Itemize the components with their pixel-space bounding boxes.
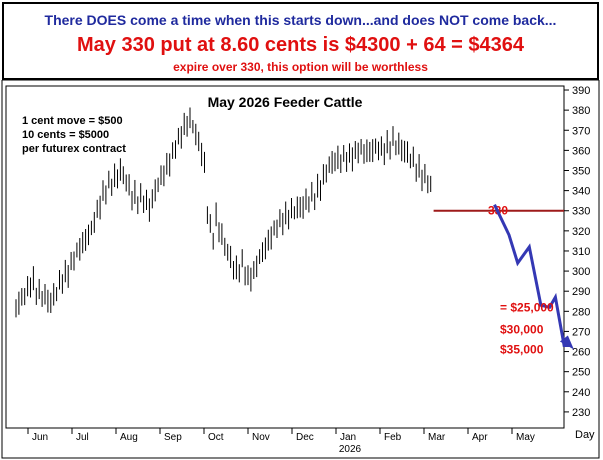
- x-axis: Jun Jul Aug Sep Oct Nov Dec Jan Feb Mar Apr May: [27, 428, 535, 443]
- header-banner: There DOES come a time when this starts …: [2, 2, 599, 80]
- plot-area: [5, 85, 565, 429]
- y-axis: 230 240 250 260 270 280 290 300 310 320 330 340 350 3…: [564, 85, 590, 419]
- year-label: 2026: [339, 444, 362, 455]
- x-tick-label: Nov: [252, 432, 270, 443]
- y-tick-label: 240: [572, 387, 590, 399]
- y-tick-label: 290: [572, 286, 590, 298]
- y-tick-label: 390: [572, 85, 590, 97]
- projection-arrowhead: [559, 335, 574, 350]
- y-tick-label: 350: [572, 165, 590, 177]
- y-tick-label: 300: [572, 266, 590, 278]
- x-tick-label: Jul: [76, 432, 89, 443]
- x-tick-label: Jun: [32, 432, 48, 443]
- y-tick-label: 260: [572, 347, 590, 359]
- note-line-1: 1 cent move = $500: [22, 115, 123, 127]
- y-tick-label: 320: [572, 226, 590, 238]
- payoff-annotation: = $25,000: [500, 300, 554, 314]
- price-chart: May 2026 Feeder Cattle 1 cent move = $50…: [1, 80, 600, 459]
- x-tick-label: Apr: [472, 432, 488, 443]
- y-tick-label: 270: [572, 326, 590, 338]
- x-axis-label: Day: [575, 429, 595, 441]
- y-tick-label: 370: [572, 125, 590, 137]
- header-line-2: May 330 put at 8.60 cents is $4300 + 64 …: [77, 34, 524, 56]
- header-line-1: There DOES come a time when this starts …: [44, 12, 557, 28]
- x-tick-label: Feb: [384, 432, 402, 443]
- x-tick-label: Dec: [296, 432, 314, 443]
- y-tick-label: 310: [572, 246, 590, 258]
- y-tick-label: 330: [572, 206, 590, 218]
- x-tick-label: Jan: [340, 432, 356, 443]
- x-tick-label: Aug: [120, 432, 138, 443]
- y-tick-label: 280: [572, 306, 590, 318]
- overlay: 330= $25,000$30,000$35,000: [433, 204, 574, 357]
- price-bars: [15, 107, 432, 318]
- x-tick-label: Mar: [428, 432, 446, 443]
- projection-line: [493, 204, 570, 348]
- x-tick-label: May: [516, 432, 535, 443]
- payoff-annotation: $30,000: [500, 322, 544, 336]
- note-line-2: 10 cents = $5000: [22, 129, 109, 141]
- y-tick-label: 340: [572, 186, 590, 198]
- note-line-3: per futurex contract: [22, 143, 126, 155]
- payoff-annotation: $35,000: [500, 343, 544, 357]
- chart-title: May 2026 Feeder Cattle: [208, 94, 363, 110]
- y-tick-label: 380: [572, 105, 590, 117]
- y-tick-label: 230: [572, 407, 590, 419]
- x-tick-label: Oct: [208, 432, 224, 443]
- x-tick-label: Sep: [164, 432, 182, 443]
- header-line-3: expire over 330, this option will be wor…: [173, 60, 428, 74]
- y-tick-label: 360: [572, 145, 590, 157]
- y-tick-label: 250: [572, 367, 590, 379]
